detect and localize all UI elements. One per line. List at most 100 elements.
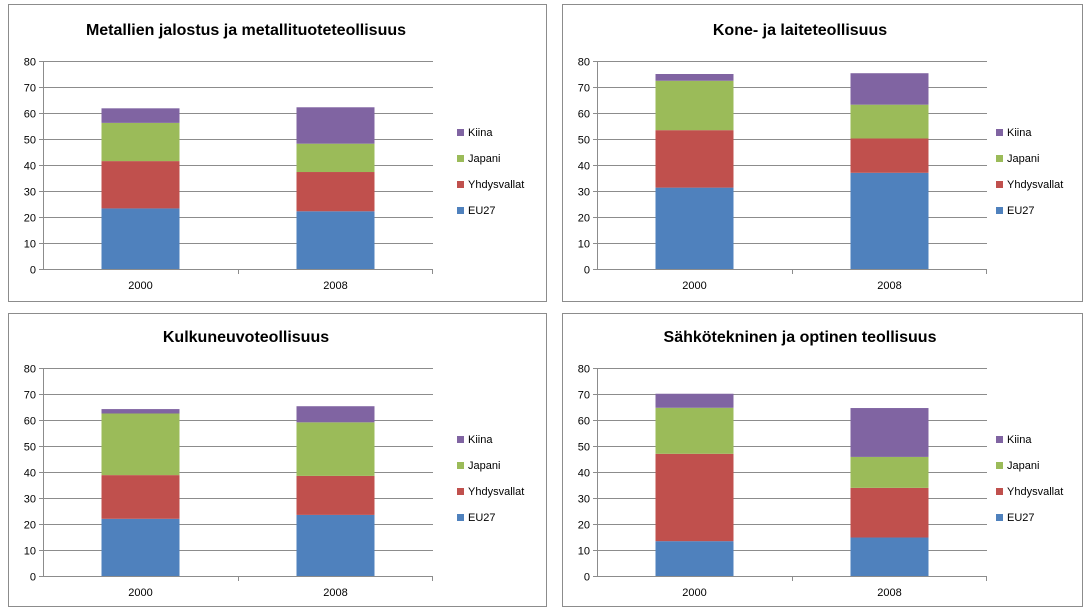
legend-label-japani: Japani — [1007, 460, 1039, 472]
y-tick-label: 10 — [578, 546, 590, 558]
bar-yhdysvallat-2008 — [296, 475, 375, 515]
chart-title: Kone- ja laiteteollisuus — [713, 22, 887, 39]
y-tick-label: 50 — [578, 442, 590, 454]
bar-yhdysvallat-2000 — [655, 130, 734, 188]
chart-panel-sahkotekninen: Sähkötekninen ja optinen teollisuus 0 10 20… — [562, 313, 1083, 607]
legend-swatch-japani — [996, 155, 1003, 162]
y-tick-label: 80 — [578, 364, 590, 376]
y-tick-label: 30 — [24, 494, 36, 506]
y-tick-label: 30 — [578, 187, 590, 199]
chart-svg: Sähkötekninen ja optinen teollisuus 0 10 20… — [578, 329, 1064, 599]
bar-eu27-2000 — [655, 541, 734, 576]
bar-kiina-2008 — [850, 73, 929, 105]
bar-kiina-2008 — [296, 107, 375, 144]
legend-label-kiina: Kiina — [1007, 434, 1032, 446]
y-tick-label: 0 — [30, 572, 36, 584]
legend-swatch-japani — [457, 462, 464, 469]
y-tick-label: 40 — [578, 468, 590, 480]
x-tick-label: 2000 — [682, 587, 706, 599]
y-tick-label: 80 — [24, 364, 36, 376]
legend-label-kiina: Kiina — [468, 434, 493, 446]
bar-eu27-2000 — [101, 208, 180, 269]
bar-kiina-2008 — [296, 406, 375, 423]
y-tick-label: 70 — [24, 390, 36, 402]
y-tick-label: 50 — [24, 135, 36, 147]
y-tick-label: 10 — [24, 546, 36, 558]
bar-kiina-2000 — [101, 108, 180, 123]
legend-swatch-yhdysvallat — [996, 488, 1003, 495]
y-tick-label: 0 — [584, 265, 590, 277]
legend-swatch-kiina — [457, 129, 464, 136]
y-tick-label: 70 — [24, 83, 36, 95]
legend-label-kiina: Kiina — [468, 127, 493, 139]
bar-kiina-2000 — [655, 393, 734, 408]
bar-japani-2000 — [655, 80, 734, 131]
x-tick-label: 2008 — [323, 280, 347, 292]
bar-yhdysvallat-2000 — [655, 453, 734, 542]
legend-swatch-japani — [996, 462, 1003, 469]
bar-eu27-2000 — [655, 187, 734, 269]
bar-japani-2008 — [296, 143, 375, 173]
y-tick-label: 20 — [578, 213, 590, 225]
legend-label-yhdysvallat: Yhdysvallat — [468, 486, 524, 498]
y-tick-label: 20 — [24, 213, 36, 225]
bar-japani-2008 — [296, 422, 375, 476]
legend-label-eu27: EU27 — [1007, 205, 1035, 217]
bar-eu27-2008 — [850, 172, 929, 269]
legend-swatch-japani — [457, 155, 464, 162]
bar-kiina-2000 — [655, 74, 734, 81]
y-tick-label: 40 — [578, 161, 590, 173]
y-tick-label: 60 — [578, 416, 590, 428]
chart-panel-kone: Kone- ja laiteteollisuus 0 10 20 30 40 50 60 70 8… — [562, 4, 1083, 302]
legend-swatch-eu27 — [996, 207, 1003, 214]
legend-swatch-eu27 — [457, 514, 464, 521]
x-tick-label: 2000 — [682, 280, 706, 292]
x-tick-label: 2000 — [128, 280, 152, 292]
legend-label-japani: Japani — [468, 153, 500, 165]
y-tick-label: 40 — [24, 468, 36, 480]
x-tick-label: 2000 — [128, 587, 152, 599]
legend-swatch-eu27 — [996, 514, 1003, 521]
x-tick-label: 2008 — [877, 280, 901, 292]
legend-label-japani: Japani — [1007, 153, 1039, 165]
legend-swatch-yhdysvallat — [457, 488, 464, 495]
y-tick-label: 60 — [24, 109, 36, 121]
y-tick-label: 0 — [584, 572, 590, 584]
y-tick-label: 70 — [578, 83, 590, 95]
legend-label-japani: Japani — [468, 460, 500, 472]
legend-label-eu27: EU27 — [468, 512, 496, 524]
y-tick-label: 70 — [578, 390, 590, 402]
y-tick-label: 20 — [578, 520, 590, 532]
bar-eu27-2008 — [850, 537, 929, 576]
y-tick-label: 80 — [578, 57, 590, 69]
chart-title: Kulkuneuvoteollisuus — [163, 329, 329, 346]
chart-title: Metallien jalostus ja metallituoteteolli… — [86, 22, 406, 39]
bar-yhdysvallat-2008 — [850, 487, 929, 538]
bar-eu27-2008 — [296, 514, 375, 576]
legend-swatch-eu27 — [457, 207, 464, 214]
y-tick-label: 60 — [578, 109, 590, 121]
legend-swatch-yhdysvallat — [996, 181, 1003, 188]
legend-swatch-kiina — [996, 129, 1003, 136]
y-tick-label: 40 — [24, 161, 36, 173]
chart-svg: Kone- ja laiteteollisuus 0 10 20 30 40 50 60 70 8… — [578, 22, 1064, 292]
legend-swatch-kiina — [996, 436, 1003, 443]
bar-eu27-2008 — [296, 211, 375, 269]
y-tick-label: 50 — [578, 135, 590, 147]
legend-swatch-yhdysvallat — [457, 181, 464, 188]
bar-japani-2008 — [850, 104, 929, 139]
bar-japani-2000 — [101, 122, 180, 162]
bar-kiina-2000 — [101, 409, 180, 414]
x-tick-label: 2008 — [877, 587, 901, 599]
y-tick-label: 30 — [24, 187, 36, 199]
bar-japani-2008 — [850, 456, 929, 488]
y-tick-label: 20 — [24, 520, 36, 532]
chart-svg: Metallien jalostus ja metallituoteteolli… — [24, 22, 525, 292]
legend-label-kiina: Kiina — [1007, 127, 1032, 139]
bar-japani-2000 — [101, 413, 180, 476]
y-tick-label: 60 — [24, 416, 36, 428]
y-tick-label: 10 — [578, 239, 590, 251]
legend-swatch-kiina — [457, 436, 464, 443]
y-tick-label: 30 — [578, 494, 590, 506]
bar-yhdysvallat-2008 — [296, 172, 375, 212]
